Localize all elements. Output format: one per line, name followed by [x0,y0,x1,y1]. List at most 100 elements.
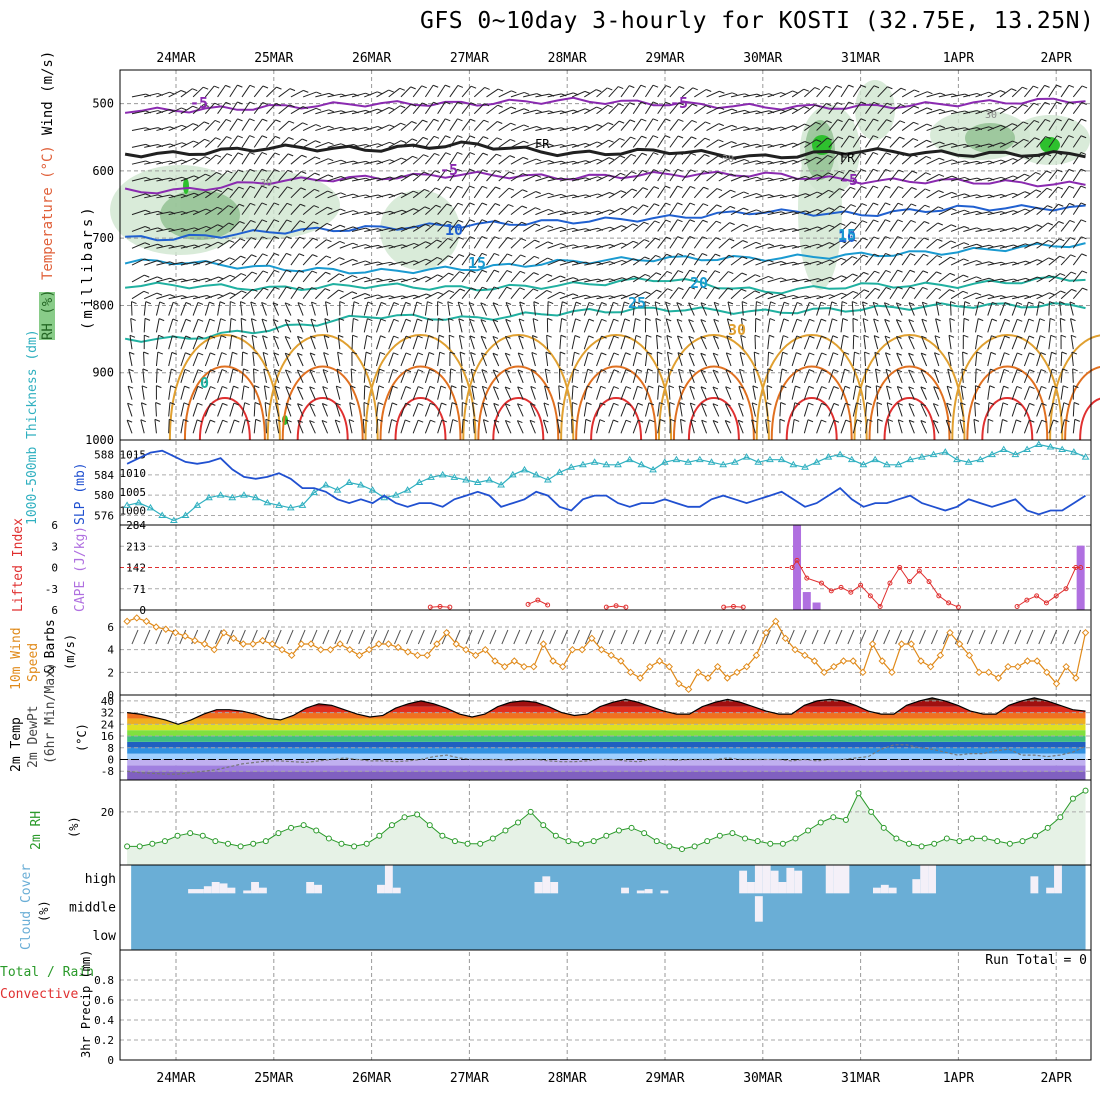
wind-barb [547,110,562,115]
wind-barb [901,105,915,115]
wind-barb [229,273,242,283]
wind-barb-flag [816,191,823,195]
wind-barb [596,192,610,199]
wind-barb [412,403,419,417]
wind-barb-flag [575,301,582,305]
wind-barb-flag [600,369,607,373]
wind-barb [388,419,393,434]
wind-barb [486,121,498,131]
wind-barb [130,318,133,333]
wind-barb-flag [641,152,648,156]
wind-barb [535,257,548,266]
wind-barb-flag [820,301,827,305]
wind-barb [712,420,720,434]
wind-barb [140,402,145,417]
wind-barb-flag [717,155,724,159]
warm-isotherm [1079,397,1100,441]
wind-barb [779,107,794,115]
temp-band [127,765,1086,772]
wind-barb-flag [250,202,256,206]
rh2m-marker [502,827,509,834]
thickness-marker [847,455,856,463]
wind-barb-flag [712,403,719,407]
wind-barb [608,103,619,115]
wind-barb-flag [523,108,530,112]
wind-barb-flag [637,419,644,423]
cloud-high-bar [770,870,779,894]
wind-barb-flag [744,159,750,162]
wind-barb-flag [1081,236,1087,240]
wind10m-marker [278,645,286,654]
wind-barb-flag [908,369,914,373]
wind-barb-flag [469,335,476,339]
wind-barb [449,85,459,98]
wind-barb-flag [482,185,488,189]
thickness-marker [918,453,926,460]
rh2m-marker [1082,787,1089,794]
wind-barb [559,143,574,148]
wind-barb-flag [380,335,386,339]
wind-barb [889,87,902,98]
wind-barb [865,102,875,115]
wind-barb [755,93,770,98]
wind-barb-flag [299,220,306,224]
wind-barb [950,290,964,300]
wind-barb [896,352,903,367]
wind-barb-flag [262,351,269,355]
wind-barb [608,172,621,182]
wind-barb [425,274,438,283]
wind-barb [1011,121,1024,131]
wind-barb [309,420,316,434]
wind-barb-flag [631,188,638,192]
wind-barb [657,101,667,115]
wind-barb-flag [1056,101,1062,105]
rh2m-marker [250,840,257,847]
wind-barb-flag [667,288,673,292]
wind-barb-flag [227,187,233,191]
rh2m-marker [515,819,522,826]
wind10m-tick: 4 [107,644,114,657]
wind-barb-flag [229,257,235,261]
wind-barb-flag [193,158,199,161]
wind-barb [926,141,940,148]
wind-barb [852,220,863,232]
wind-barbs [126,84,1088,434]
wind-barb [315,158,329,165]
wind-barb-flag [700,319,707,323]
warm-isotherm [1064,366,1100,441]
wind-barb [315,190,328,199]
wind-barb-flag [636,368,643,372]
wind-barb-flag [975,292,982,296]
wind-barb-flag [1002,402,1009,406]
wind-barb [987,302,993,316]
wind-barb [1012,243,1026,249]
wind-barb [689,386,695,400]
wind-barb-flag [273,236,280,239]
wind-barb [559,227,574,232]
wind10m-marker [994,674,1003,682]
wind-barb-flag [510,106,517,110]
contour-label: 30 [260,178,272,189]
wind-barb-flag [837,102,843,105]
pressure-tick: 900 [92,366,114,380]
lifted-index-point [946,600,952,606]
wind-barb-flag [532,288,539,292]
wind-barb [706,188,718,199]
wind-barb-flag [433,118,439,122]
wind-barb-flag [913,105,920,109]
wind-barb [127,403,133,417]
wind-barb [901,286,911,299]
wind10m-marker [965,651,974,660]
wind-barb [950,193,965,199]
wind-barb [803,302,810,316]
thickness-marker [158,511,167,518]
wind-barb-flag [804,123,810,127]
wind-barb [1011,335,1018,350]
wind-barb-flag [459,271,465,275]
wind-barb-flag [433,135,440,139]
wind-barb-flag [1022,104,1028,107]
wind-barb-flag [781,261,787,264]
wind-barb [584,227,599,232]
wind-barb-flag [472,402,478,406]
wind-barb [681,236,691,249]
